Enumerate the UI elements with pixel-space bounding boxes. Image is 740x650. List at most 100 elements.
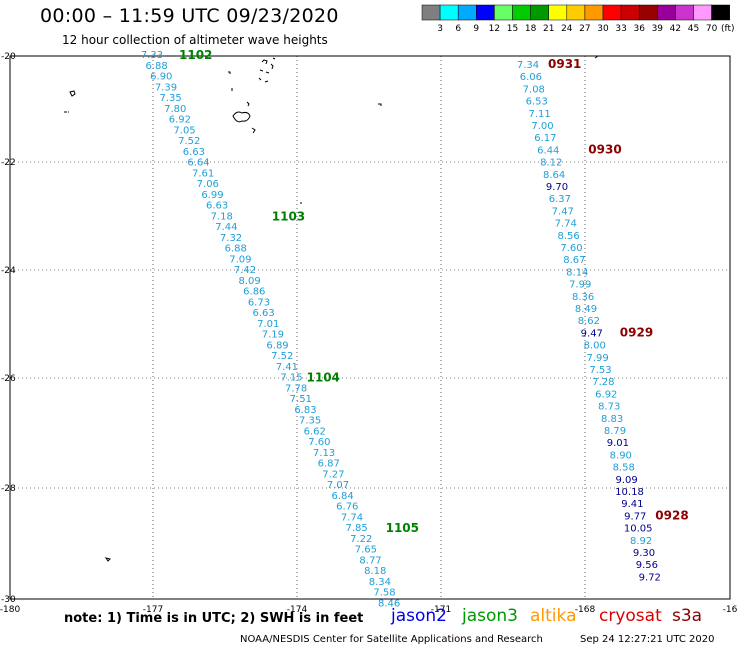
legend-label: 9: [473, 24, 479, 34]
swh-value: 6.64: [187, 158, 209, 169]
pass-time-label: 1103: [272, 209, 305, 223]
legend-label: 15: [507, 24, 518, 34]
legend-swatch: [457, 4, 477, 21]
swh-value: 8.79: [604, 426, 626, 437]
swh-value: 6.06: [520, 72, 542, 83]
swh-value: 9.77: [624, 511, 646, 522]
swh-value: 7.18: [211, 211, 233, 222]
swh-value: 8.67: [563, 255, 585, 266]
swh-value: 7.74: [555, 219, 577, 230]
swh-value: 7.85: [345, 523, 367, 534]
swh-value: 7.11: [528, 109, 550, 120]
latitude-label: -30: [1, 595, 16, 605]
swh-value: 7.19: [262, 330, 284, 341]
swh-value: 7.53: [589, 365, 611, 376]
swh-value: 7.27: [322, 469, 344, 480]
color-legend: 3 6 9 12 15 18 21 24 27 30 33 36 39 42 45 70 (ft): [421, 4, 735, 34]
legend-label: 42: [670, 24, 681, 34]
legend-label: 36: [633, 24, 645, 34]
swh-value: 6.62: [304, 426, 326, 437]
swh-value: 6.37: [549, 194, 571, 205]
legend-label: 27: [579, 24, 590, 34]
latitude-label: -24: [1, 266, 16, 276]
island-outline: [228, 71, 231, 74]
swh-value: 7.61: [192, 168, 214, 179]
swh-value: 7.39: [155, 82, 177, 93]
island-outlines: [64, 55, 599, 562]
legend-swatch: [476, 4, 495, 21]
legend-label: 33: [615, 24, 626, 34]
swh-value: 7.78: [285, 383, 307, 394]
swh-value: 8.83: [601, 414, 623, 425]
swh-value: 7.01: [257, 319, 279, 330]
credit-line: NOAA/NESDIS Center for Satellite Applica…: [240, 634, 543, 645]
legend-label: 24: [561, 24, 573, 34]
legend-swatch: [711, 4, 730, 21]
latitude-label: -28: [1, 484, 16, 494]
mission-jason2: jason2: [391, 606, 447, 626]
swh-value: 9.01: [607, 438, 629, 449]
swh-value: 7.52: [271, 351, 293, 362]
swh-value: 8.90: [610, 450, 632, 461]
longitude-label: -174: [287, 605, 308, 615]
swh-value: 8.09: [239, 276, 261, 287]
page-title: 00:00 – 11:59 UTC 09/23/2020: [40, 5, 339, 27]
latitude-labels: -20 -22 -24 -26 -28 -30: [1, 52, 16, 605]
mission-cryosat: cryosat: [599, 606, 662, 626]
legend-unit: (ft): [721, 24, 735, 34]
swh-value: 9.09: [615, 475, 637, 486]
pass-time-label: 1104: [307, 371, 340, 385]
swh-value: 6.90: [150, 72, 172, 83]
legend-swatch: [439, 4, 459, 21]
generation-timestamp: Sep 24 12:27:21 UTC 2020: [580, 634, 715, 645]
swh-value: 6.53: [526, 97, 548, 108]
swh-value: 8.58: [613, 463, 635, 474]
latitude-label: -26: [1, 374, 16, 384]
swh-value: 6.83: [294, 405, 316, 416]
swh-value: 6.87: [318, 459, 340, 470]
swh-value: 8.36: [572, 292, 594, 303]
swh-value: 7.41: [276, 362, 298, 373]
swh-value: 7.42: [234, 265, 256, 276]
pass-time-label: 0930: [588, 142, 621, 156]
swh-value: 8.18: [364, 566, 386, 577]
latitude-label: -20: [1, 52, 16, 62]
island-outline: [246, 101, 250, 107]
west-track-values: 7.336.886.907.397.357.806.927.057.526.63…: [141, 48, 419, 609]
page-subtitle: 12 hour collection of altimeter wave hei…: [62, 33, 328, 47]
swh-value: 8.92: [630, 536, 652, 547]
swh-value: 6.92: [595, 389, 617, 400]
legend-swatch: [657, 4, 676, 21]
island-outline: [232, 111, 251, 123]
longitude-label: -16: [723, 605, 738, 615]
swh-value: 9.41: [621, 499, 643, 510]
swh-value: 7.74: [341, 512, 363, 523]
island-outline: [378, 103, 382, 106]
legend-swatch: [675, 4, 694, 21]
pass-time-label: 0929: [620, 325, 653, 339]
swh-value: 7.80: [164, 104, 186, 115]
longitude-label: -171: [431, 605, 451, 615]
swh-value: 7.08: [523, 84, 545, 95]
swh-value: 9.70: [546, 182, 568, 193]
swh-value: 7.32: [220, 233, 242, 244]
island-outline: [251, 127, 256, 134]
swh-value: 7.34: [517, 60, 539, 71]
swh-value: 7.52: [178, 136, 200, 147]
swh-value: 6.88: [146, 61, 168, 72]
swh-value: 6.92: [169, 115, 191, 126]
swh-value: 8.00: [584, 341, 606, 352]
swh-value: 9.72: [639, 572, 661, 583]
swh-value: 7.00: [531, 121, 553, 132]
swh-value: 8.64: [543, 170, 565, 181]
swh-value: 7.33: [141, 50, 163, 61]
legend-label: 3: [437, 24, 443, 34]
island-outline: [594, 55, 599, 59]
swh-value: 6.99: [201, 190, 223, 201]
swh-value: 6.63: [206, 201, 228, 212]
swh-value: 7.44: [215, 222, 237, 233]
longitude-labels: -180 -177 -174 -171 -168 -16: [0, 605, 738, 615]
pass-time-label: 0928: [655, 508, 688, 522]
swh-value: 7.06: [197, 179, 219, 190]
